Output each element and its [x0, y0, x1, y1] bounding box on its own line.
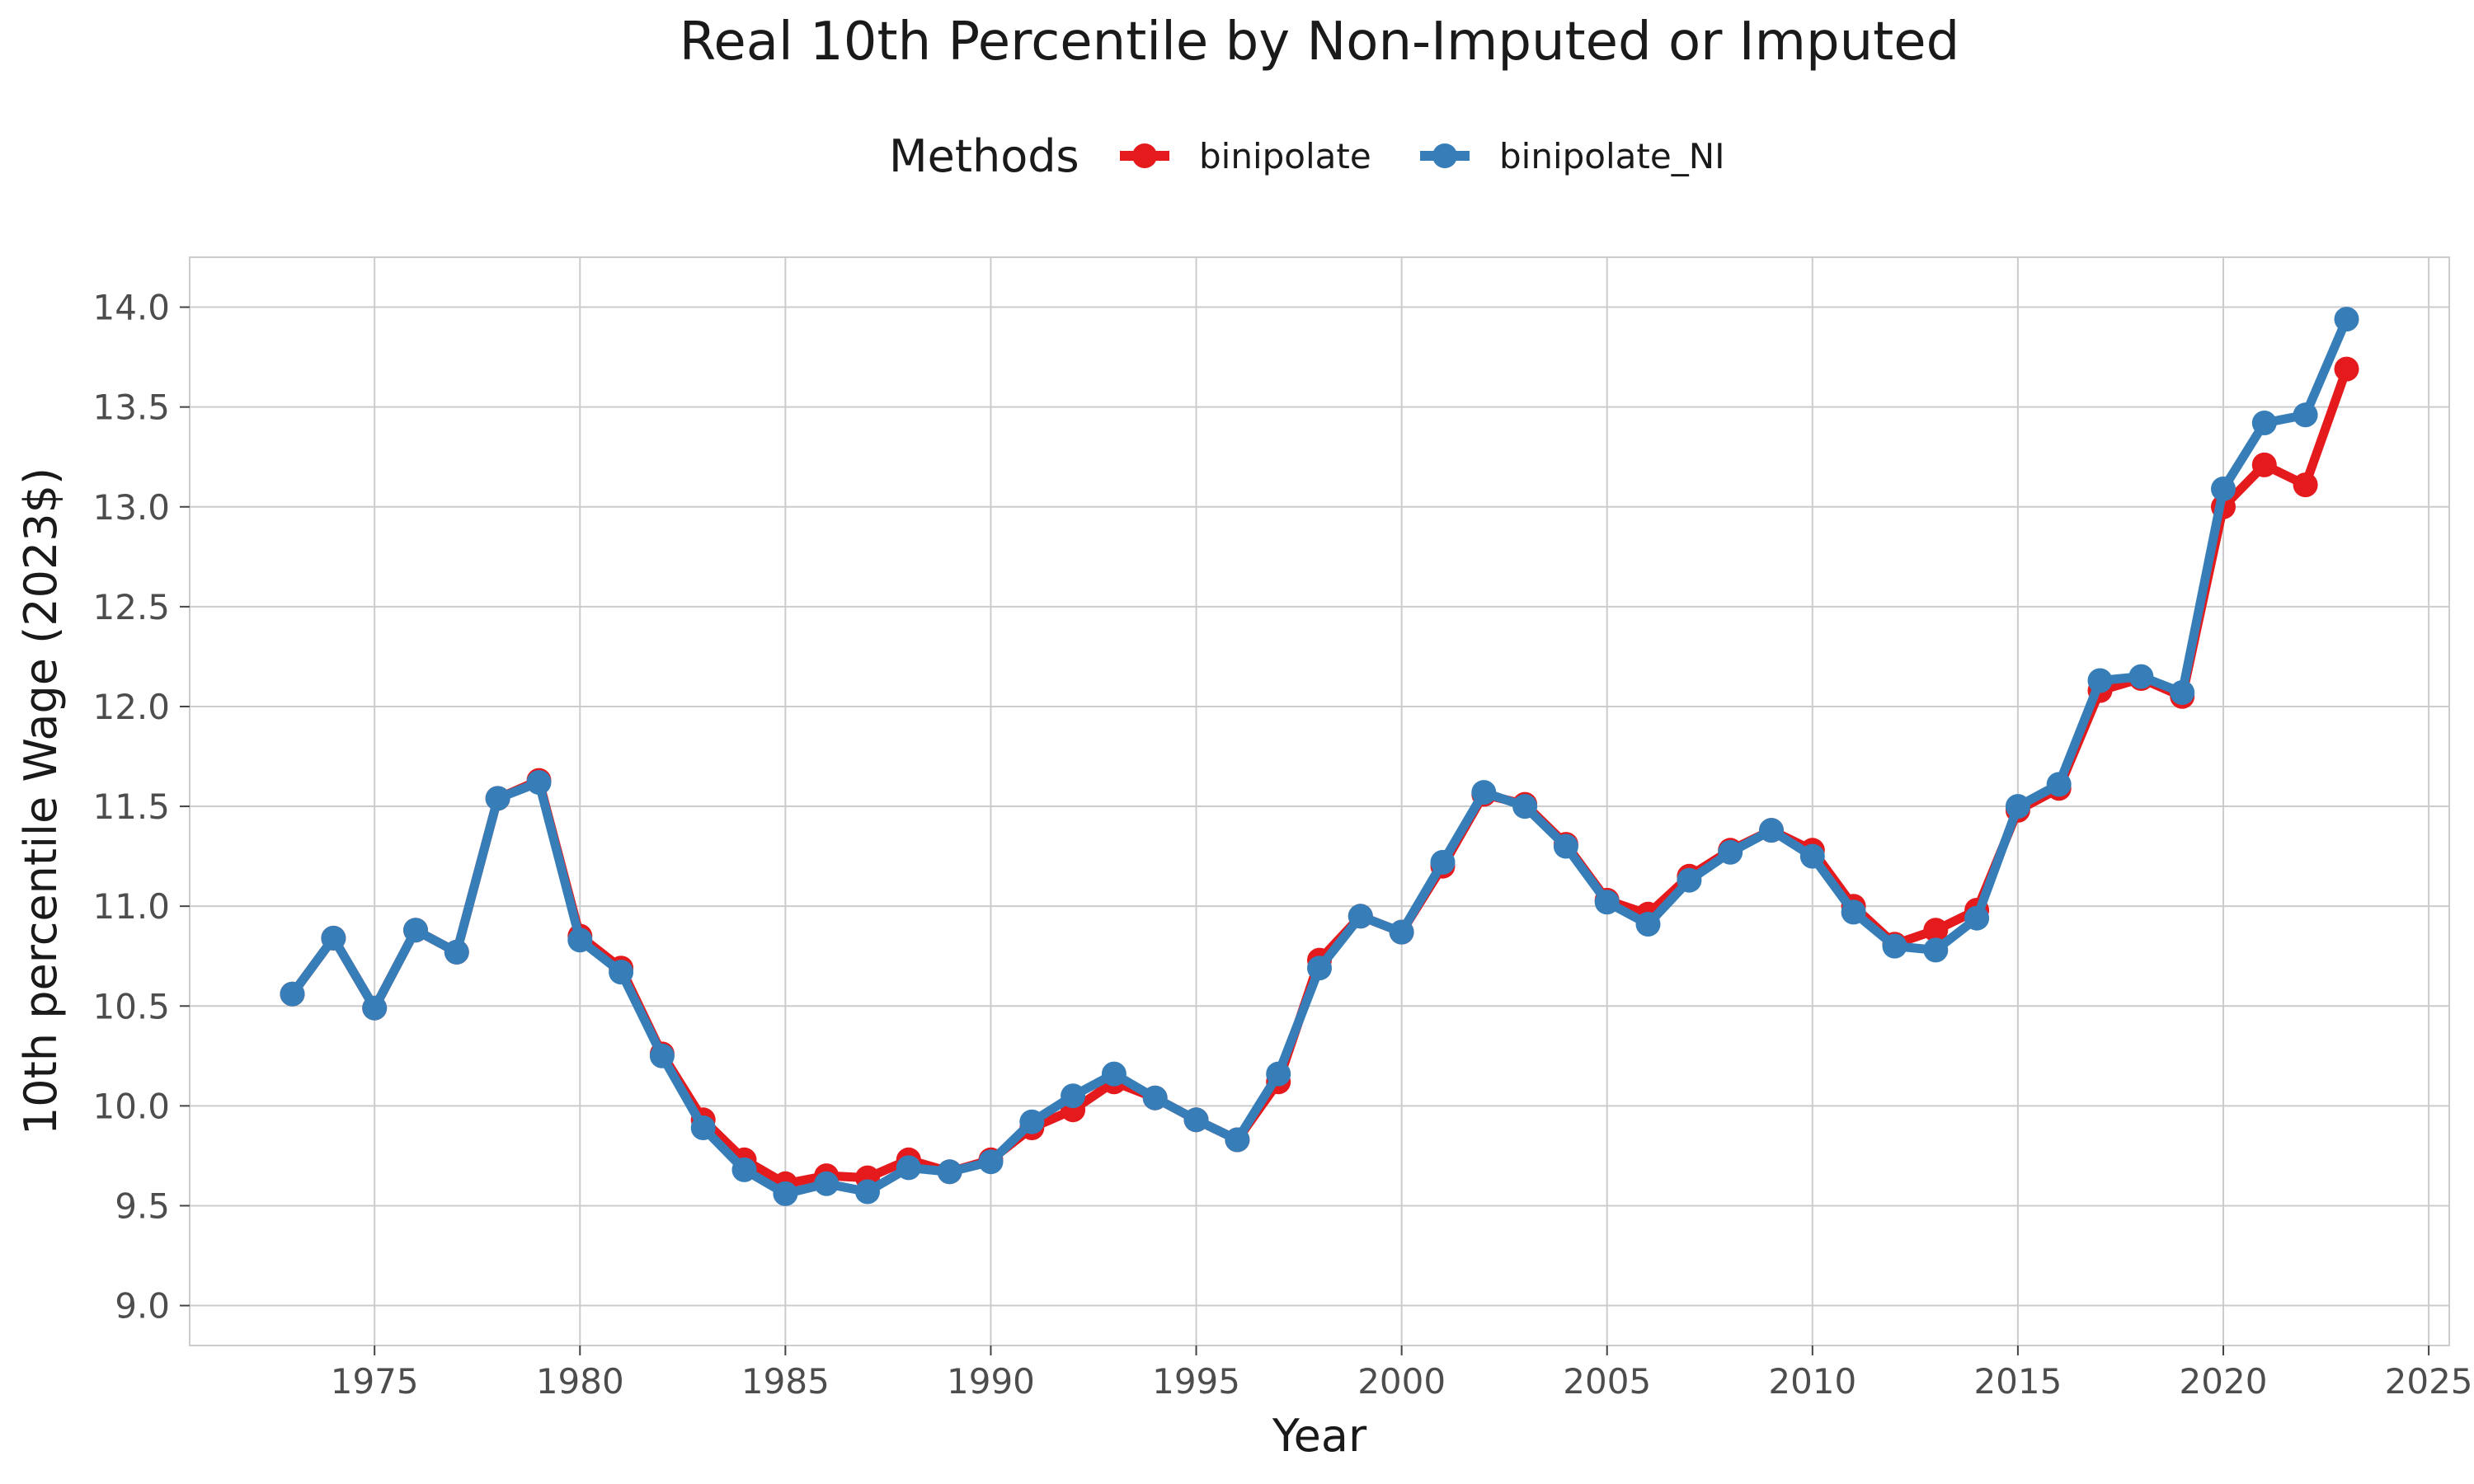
data-point-binipolate-ni[interactable]: [773, 1181, 798, 1206]
data-point-binipolate-ni[interactable]: [1512, 794, 1538, 819]
data-point-binipolate-ni[interactable]: [978, 1149, 1004, 1175]
x-tick-label: 1975: [331, 1361, 419, 1402]
y-tick-label: 10.5: [92, 986, 170, 1026]
y-tick-label: 13.5: [92, 387, 170, 428]
data-point-binipolate-ni[interactable]: [1183, 1107, 1209, 1133]
data-point-binipolate-ni[interactable]: [1061, 1083, 1086, 1109]
data-point-binipolate-ni[interactable]: [1882, 933, 1907, 959]
data-point-binipolate-ni[interactable]: [2087, 668, 2113, 693]
y-tick-label: 9.5: [115, 1186, 170, 1226]
data-point-binipolate-ni[interactable]: [2046, 772, 2072, 797]
y-axis: 9.0 9.5 10.0 10.5 11.0 11.5 12.0 12.5 13.0 13.5 14…: [92, 288, 190, 1327]
data-point-binipolate-ni[interactable]: [1348, 904, 1373, 929]
series-layer: [280, 307, 2359, 1206]
y-tick-label: 11.5: [92, 787, 170, 827]
data-point-binipolate-ni[interactable]: [444, 939, 469, 965]
data-point-binipolate-ni[interactable]: [362, 995, 388, 1021]
data-point-binipolate-ni[interactable]: [1841, 899, 1866, 925]
data-point-binipolate-ni[interactable]: [896, 1155, 921, 1181]
data-point-binipolate-ni[interactable]: [1594, 890, 1620, 915]
data-point-binipolate-ni[interactable]: [526, 770, 552, 795]
data-point-binipolate[interactable]: [2334, 356, 2359, 382]
data-point-binipolate-ni[interactable]: [321, 925, 346, 951]
data-point-binipolate-ni[interactable]: [2211, 477, 2236, 501]
data-point-binipolate-ni[interactable]: [1225, 1127, 1250, 1153]
x-tick-label: 2025: [2385, 1361, 2473, 1402]
legend-item-binipolate-ni[interactable]: binipolate_NI: [1420, 136, 1725, 176]
chart-title: Real 10th Percentile by Non-Imputed or I…: [680, 12, 1960, 73]
legend-marker-binipolate-ni: [1432, 143, 1457, 168]
data-point-binipolate-ni[interactable]: [2128, 664, 2154, 689]
y-tick-label: 12.5: [92, 587, 170, 627]
data-point-binipolate-ni[interactable]: [567, 928, 593, 953]
data-point-binipolate-ni[interactable]: [1718, 839, 1743, 865]
data-point-binipolate-ni[interactable]: [2334, 307, 2359, 332]
data-point-binipolate-ni[interactable]: [1142, 1085, 1168, 1111]
data-point-binipolate-ni[interactable]: [1266, 1061, 1291, 1087]
x-tick-label: 1980: [536, 1361, 624, 1402]
x-tick-label: 2000: [1357, 1361, 1446, 1402]
series-binipolate-ni: [280, 307, 2359, 1206]
data-point-binipolate-ni[interactable]: [1923, 937, 1949, 963]
y-axis-label: 10th percentile Wage (2023$): [15, 467, 67, 1135]
x-tick-label: 1990: [947, 1361, 1035, 1402]
data-point-binipolate-ni[interactable]: [731, 1157, 757, 1182]
data-point-binipolate-ni[interactable]: [280, 981, 305, 1007]
data-point-binipolate-ni[interactable]: [690, 1115, 716, 1140]
data-point-binipolate-ni[interactable]: [1677, 867, 1702, 893]
legend: Methods binipolate binipolate_NI: [889, 130, 1725, 182]
x-tick-label: 1995: [1152, 1361, 1240, 1402]
x-axis: 1975 1980 1985 1990 1995 2000 2005 2010 2015 2020…: [331, 1345, 2473, 1402]
y-tick-label: 14.0: [92, 288, 170, 328]
plot-area: 1975 1980 1985 1990 1995 2000 2005 2010 2015 2020…: [92, 256, 2473, 1402]
x-tick-label: 2015: [1973, 1361, 2062, 1402]
data-point-binipolate-ni[interactable]: [1307, 956, 1332, 981]
data-point-binipolate-ni[interactable]: [814, 1171, 840, 1196]
y-tick-label: 13.0: [92, 487, 170, 528]
x-tick-label: 2010: [1768, 1361, 1856, 1402]
data-point-binipolate-ni[interactable]: [1019, 1109, 1045, 1134]
data-point-binipolate[interactable]: [1923, 918, 1949, 943]
data-point-binipolate-ni[interactable]: [2005, 794, 2030, 819]
data-point-binipolate-ni[interactable]: [1759, 818, 1784, 843]
data-point-binipolate-ni[interactable]: [855, 1179, 880, 1205]
data-point-binipolate-ni[interactable]: [1101, 1061, 1126, 1087]
data-point-binipolate-ni[interactable]: [1799, 843, 1825, 869]
y-tick-label: 10.0: [92, 1086, 170, 1126]
x-tick-label: 2020: [2180, 1361, 2268, 1402]
legend-item-binipolate[interactable]: binipolate: [1120, 136, 1371, 176]
x-tick-label: 1985: [741, 1361, 830, 1402]
data-point-binipolate-ni[interactable]: [1471, 780, 1497, 805]
data-point-binipolate-ni[interactable]: [1430, 849, 1456, 875]
data-point-binipolate-ni[interactable]: [2251, 411, 2277, 435]
y-tick-label: 12.0: [92, 687, 170, 727]
legend-title: Methods: [889, 130, 1079, 182]
legend-label-binipolate-ni: binipolate_NI: [1499, 136, 1725, 176]
data-point-binipolate-ni[interactable]: [1635, 912, 1661, 937]
data-point-binipolate-ni[interactable]: [649, 1043, 675, 1068]
y-tick-label: 9.0: [115, 1286, 170, 1327]
data-point-binipolate-ni[interactable]: [937, 1159, 962, 1185]
data-point-binipolate[interactable]: [2251, 452, 2277, 477]
data-point-binipolate-ni[interactable]: [609, 960, 634, 985]
legend-label-binipolate: binipolate: [1199, 136, 1371, 176]
x-axis-label: Year: [1272, 1410, 1367, 1462]
data-point-binipolate-ni[interactable]: [403, 918, 428, 943]
data-point-binipolate-ni[interactable]: [1553, 834, 1578, 859]
legend-marker-binipolate: [1132, 143, 1157, 168]
data-point-binipolate-ni[interactable]: [1964, 905, 1990, 931]
x-tick-label: 2005: [1563, 1361, 1651, 1402]
data-point-binipolate-ni[interactable]: [485, 786, 510, 811]
plot-panel: [189, 256, 2450, 1346]
data-point-binipolate-ni[interactable]: [2293, 402, 2318, 428]
data-point-binipolate[interactable]: [2293, 472, 2318, 498]
y-tick-label: 11.0: [92, 886, 170, 927]
data-point-binipolate-ni[interactable]: [2170, 680, 2195, 705]
data-point-binipolate-ni[interactable]: [1389, 919, 1414, 945]
